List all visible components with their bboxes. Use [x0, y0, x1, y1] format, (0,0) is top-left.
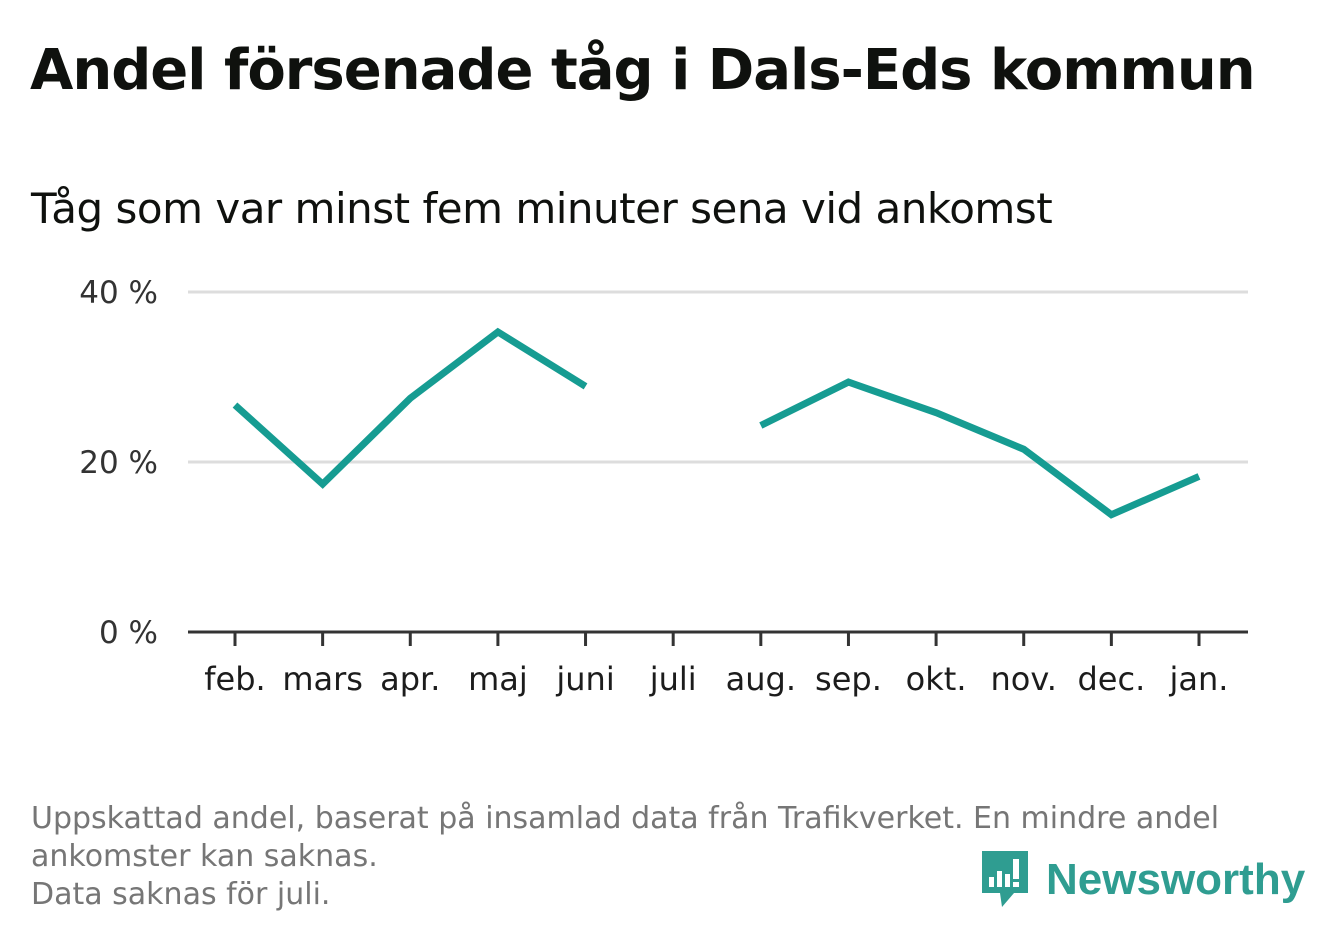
- series-layer: [232, 327, 1201, 519]
- y-tick-labels: 0 % 20 % 40 %: [79, 275, 158, 651]
- footnote: Uppskattad andel, baserat på insamlad da…: [31, 800, 1291, 914]
- x-tick-label: maj: [468, 660, 528, 698]
- y-tick-label: 0 %: [99, 615, 158, 651]
- series-line-segment: [759, 378, 1201, 519]
- brand-logo: Newsworthy: [980, 848, 1305, 912]
- y-tick-label: 40 %: [79, 275, 158, 311]
- footnote-line-3: Data saknas för juli.: [31, 877, 331, 912]
- brand-name: Newsworthy: [1046, 855, 1306, 904]
- x-tick-label: mars: [282, 660, 363, 698]
- x-axis: [188, 630, 1248, 646]
- y-tick-label: 20 %: [79, 445, 158, 481]
- grid-layer: [188, 290, 1248, 464]
- x-tick-label: jan.: [1169, 660, 1229, 698]
- footnote-line-1: Uppskattad andel, baserat på insamlad da…: [31, 801, 1220, 836]
- x-tick-label: apr.: [380, 660, 440, 698]
- x-tick-label: juli: [649, 660, 697, 698]
- x-tick-labels: feb. mars apr. maj juni juli aug. sep. okt. nov. d…: [204, 660, 1228, 698]
- line-chart: 0 % 20 % 40 % feb. mars apr. maj juni juli aug. s…: [79, 275, 1248, 698]
- newsworthy-logo-icon: [982, 851, 1028, 907]
- x-tick-label: nov.: [990, 660, 1056, 698]
- x-tick-label: sep.: [815, 660, 882, 698]
- chart-title: Andel försenade tåg i Dals-Eds kommun: [30, 38, 1256, 103]
- x-tick-label: juni: [555, 660, 614, 698]
- series-line-segment: [232, 327, 588, 489]
- x-tick-label: okt.: [906, 660, 967, 698]
- footnote-line-2: ankomster kan saknas.: [31, 839, 378, 874]
- x-tick-label: dec.: [1077, 660, 1145, 698]
- x-tick-label: feb.: [204, 660, 265, 698]
- chart-subtitle: Tåg som var minst fem minuter sena vid a…: [31, 184, 1053, 233]
- x-tick-label: aug.: [726, 660, 796, 698]
